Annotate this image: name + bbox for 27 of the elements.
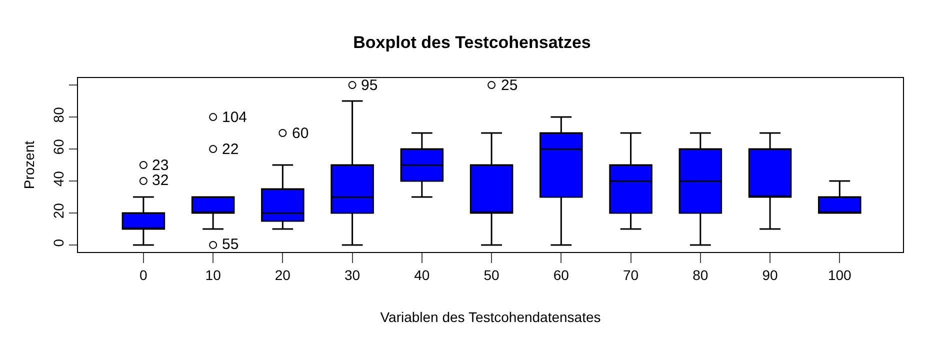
x-tick-label: 40 [414,266,430,283]
annotation: 55 [222,236,239,253]
annotation: 25 [501,77,518,94]
annotation: 23 [152,157,169,174]
y-tick-label: 60 [50,138,66,155]
annotation: 95 [361,77,378,94]
y-tick-label: 20 [50,202,66,219]
annotation: 32 [152,172,169,189]
chart-title: Boxplot des Testcohensatzes [353,32,591,52]
annotation: 104 [222,109,248,126]
annotation: 60 [292,125,309,142]
annotation: 22 [222,141,239,158]
y-tick-label: 40 [50,170,66,187]
x-tick-label: 80 [692,266,708,283]
x-tick-label: 10 [205,266,222,283]
x-tick-label: 90 [762,266,778,283]
x-tick-label: 30 [344,266,360,283]
x-tick-label: 60 [553,266,570,283]
y-axis-title: Prozent [21,140,37,190]
x-tick-label: 100 [828,266,852,283]
x-axis-title: Variablen des Testcohendatensates [380,309,601,326]
y-tick-label: 80 [50,106,66,123]
x-tick-label: 0 [140,266,148,283]
x-tick-label: 70 [622,266,639,283]
x-tick-label: 20 [274,266,291,283]
y-tick-label: 0 [50,238,66,247]
x-tick-label: 50 [484,266,500,283]
